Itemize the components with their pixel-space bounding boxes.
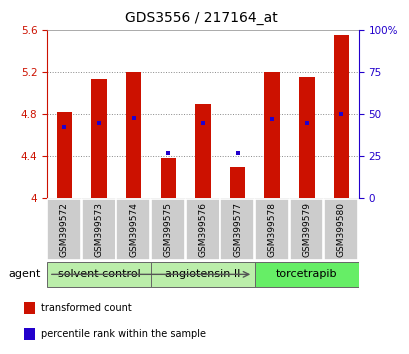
Bar — [151, 262, 254, 287]
Text: GSM399575: GSM399575 — [164, 202, 173, 257]
Bar — [126, 72, 141, 198]
Text: GSM399578: GSM399578 — [267, 202, 276, 257]
Text: percentile rank within the sample: percentile rank within the sample — [41, 329, 205, 339]
Text: transformed count: transformed count — [41, 303, 131, 313]
Bar — [160, 158, 176, 198]
Bar — [24, 328, 35, 340]
Bar — [185, 200, 219, 259]
Bar — [229, 167, 245, 198]
Bar — [24, 302, 35, 314]
Text: GSM399580: GSM399580 — [336, 202, 345, 257]
Bar — [47, 200, 81, 259]
Bar — [151, 200, 184, 259]
Bar — [81, 200, 115, 259]
Text: GSM399574: GSM399574 — [129, 202, 138, 257]
Text: agent: agent — [8, 269, 40, 279]
Bar — [264, 72, 279, 198]
Text: GSM399579: GSM399579 — [301, 202, 310, 257]
Bar — [324, 200, 357, 259]
Text: GSM399576: GSM399576 — [198, 202, 207, 257]
Text: GDS3556 / 217164_at: GDS3556 / 217164_at — [124, 11, 276, 25]
Bar — [289, 200, 323, 259]
Text: GSM399573: GSM399573 — [94, 202, 103, 257]
Bar — [195, 104, 210, 198]
Text: solvent control: solvent control — [58, 269, 140, 279]
Text: GSM399572: GSM399572 — [60, 202, 69, 257]
Bar — [333, 35, 348, 198]
Bar — [56, 112, 72, 198]
Bar — [254, 262, 358, 287]
Bar — [220, 200, 254, 259]
Bar — [298, 78, 314, 198]
Bar — [254, 200, 288, 259]
Bar — [91, 80, 107, 198]
Text: GSM399577: GSM399577 — [232, 202, 241, 257]
Bar — [116, 200, 150, 259]
Text: torcetrapib: torcetrapib — [275, 269, 337, 279]
Bar — [47, 262, 151, 287]
Text: angiotensin II: angiotensin II — [165, 269, 240, 279]
